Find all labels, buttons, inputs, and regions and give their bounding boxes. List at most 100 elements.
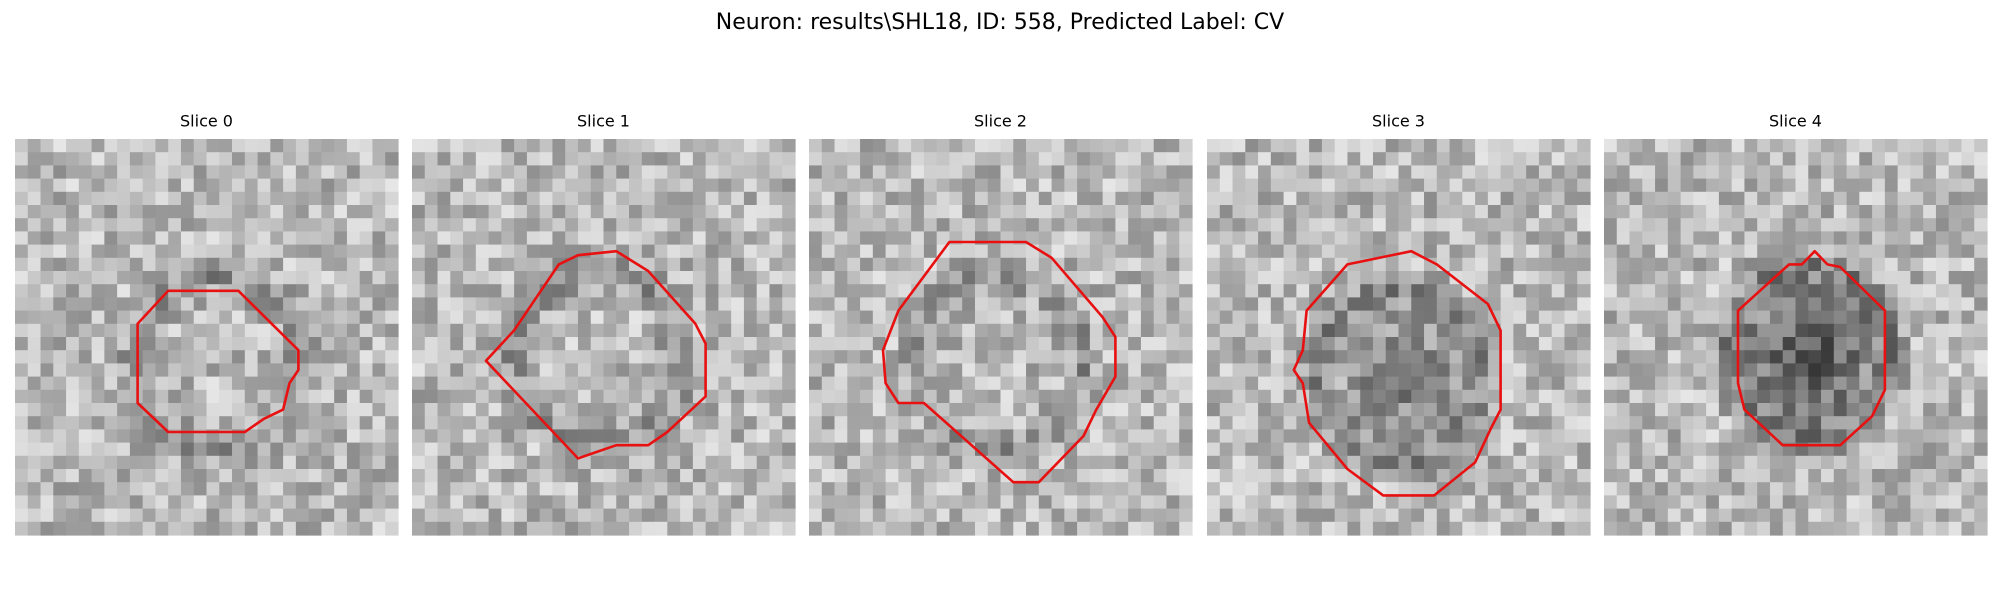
slice-panel: Slice 0 <box>15 112 399 536</box>
pixel <box>1115 310 1129 325</box>
pixel <box>244 152 259 166</box>
pixel <box>1500 139 1514 153</box>
pixel <box>1462 139 1476 153</box>
pixel <box>359 521 374 536</box>
pixel <box>1731 231 1746 246</box>
pixel <box>860 403 874 417</box>
pixel <box>1731 165 1746 180</box>
pixel <box>1693 482 1707 496</box>
pixel <box>962 389 976 404</box>
pixel <box>692 376 707 391</box>
pixel <box>590 323 605 338</box>
pixel <box>257 482 271 496</box>
pixel <box>1910 482 1924 496</box>
pixel <box>104 350 118 364</box>
pixel <box>1219 508 1234 523</box>
pixel <box>1948 139 1963 153</box>
pixel <box>346 337 361 351</box>
pixel <box>424 205 439 219</box>
pixel <box>1974 350 1988 364</box>
pixel <box>78 139 93 153</box>
pixel <box>1923 429 1937 444</box>
pixel <box>142 218 157 232</box>
pixel <box>1436 521 1451 536</box>
pixel <box>475 152 490 166</box>
pixel <box>1744 310 1758 325</box>
pixel <box>1321 297 1336 312</box>
pixel <box>1757 350 1771 364</box>
pixel <box>1744 323 1758 338</box>
pixel <box>168 376 182 391</box>
pixel <box>206 297 220 312</box>
pixel <box>809 337 823 351</box>
pixel <box>1833 469 1848 483</box>
pixel <box>1128 271 1142 285</box>
pixel <box>1232 323 1246 338</box>
pixel <box>641 469 656 483</box>
pixel <box>1897 297 1911 312</box>
pixel <box>743 139 758 153</box>
pixel <box>27 416 42 430</box>
pixel <box>1089 508 1104 523</box>
pixel <box>1961 482 1975 496</box>
pixel <box>91 521 105 536</box>
pixel <box>168 178 182 193</box>
pixel <box>1795 310 1809 325</box>
pixel <box>1808 376 1822 391</box>
pixel <box>911 165 925 180</box>
pixel <box>412 231 426 246</box>
pixel <box>526 231 541 246</box>
pixel <box>501 271 515 285</box>
pixel <box>1935 271 1950 285</box>
pixel <box>1411 191 1425 206</box>
pixel <box>1334 337 1349 351</box>
pixel <box>321 337 335 351</box>
pixel <box>641 521 656 536</box>
pixel <box>463 231 477 246</box>
pixel <box>898 469 912 483</box>
pixel <box>232 482 246 496</box>
pixel <box>1219 323 1234 338</box>
pixel <box>1808 139 1822 153</box>
pixel <box>1846 323 1860 338</box>
pixel <box>295 429 310 444</box>
pixel <box>232 165 246 180</box>
pixel <box>898 482 912 496</box>
pixel <box>117 284 131 298</box>
pixel <box>40 363 54 378</box>
pixel <box>1115 271 1129 285</box>
pixel <box>91 297 105 312</box>
pixel <box>78 284 93 298</box>
pixel <box>1424 152 1438 166</box>
pixel <box>437 442 451 457</box>
pixel <box>1513 152 1527 166</box>
pixel <box>1884 297 1899 312</box>
pixel <box>1296 297 1310 312</box>
pixel <box>437 350 451 364</box>
pixel <box>641 165 656 180</box>
pixel <box>1207 284 1221 298</box>
pixel <box>53 297 67 312</box>
pixel <box>1436 244 1451 259</box>
pixel <box>1102 363 1116 378</box>
pixel <box>206 191 220 206</box>
pixel <box>1604 284 1618 298</box>
pixel <box>1424 323 1438 338</box>
pixel <box>1077 508 1091 523</box>
pixel <box>1424 244 1438 259</box>
pixel <box>577 363 592 378</box>
pixel <box>424 231 439 246</box>
pixel <box>692 191 707 206</box>
pixel <box>590 469 605 483</box>
pixel <box>1128 521 1142 536</box>
pixel <box>1245 231 1259 246</box>
pixel <box>1038 284 1053 298</box>
pixel <box>1038 521 1053 536</box>
pixel <box>680 442 694 457</box>
pixel <box>1616 218 1631 232</box>
pixel <box>1859 271 1873 285</box>
pixel <box>898 165 912 180</box>
pixel <box>1616 495 1631 510</box>
pixel <box>1629 257 1643 272</box>
pixel <box>1642 310 1656 325</box>
